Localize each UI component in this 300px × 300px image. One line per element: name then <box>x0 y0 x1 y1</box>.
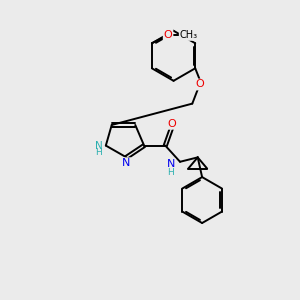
Text: CH₃: CH₃ <box>180 30 198 40</box>
Text: O: O <box>195 80 204 89</box>
Text: N: N <box>167 159 175 169</box>
Text: H: H <box>167 169 174 178</box>
Text: O: O <box>164 30 172 40</box>
Text: O: O <box>167 119 176 129</box>
Text: H: H <box>95 148 102 158</box>
Text: N: N <box>94 141 102 151</box>
Text: N: N <box>122 158 130 168</box>
